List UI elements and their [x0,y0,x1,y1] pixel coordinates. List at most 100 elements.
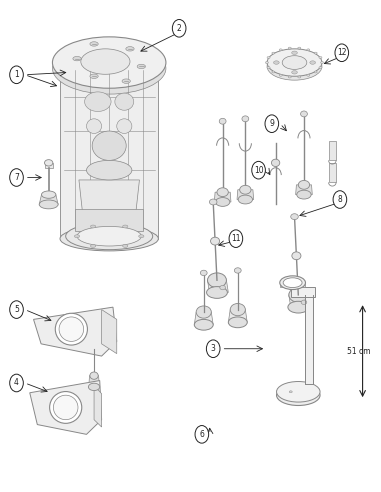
Circle shape [10,66,23,84]
Ellipse shape [208,273,226,288]
Ellipse shape [59,317,84,341]
Ellipse shape [196,306,211,318]
Text: 8: 8 [338,195,342,204]
Ellipse shape [216,198,230,206]
Text: 5: 5 [14,305,19,314]
Ellipse shape [289,391,292,393]
Polygon shape [194,312,213,325]
Ellipse shape [297,190,311,199]
Ellipse shape [88,383,100,391]
Ellipse shape [81,49,130,74]
Ellipse shape [277,381,320,402]
Polygon shape [30,380,102,434]
Ellipse shape [66,223,153,249]
Ellipse shape [45,159,53,166]
Ellipse shape [137,64,146,69]
Ellipse shape [267,57,270,59]
Ellipse shape [123,245,128,247]
Ellipse shape [73,57,81,61]
Ellipse shape [266,62,268,63]
Text: 6: 6 [199,430,204,439]
Circle shape [10,301,23,318]
Polygon shape [228,309,247,322]
Ellipse shape [274,61,279,64]
Text: 1: 1 [14,70,19,79]
Ellipse shape [310,61,315,64]
Circle shape [10,169,23,186]
Text: 9: 9 [269,119,274,128]
Ellipse shape [277,385,320,405]
Ellipse shape [217,188,228,197]
Circle shape [252,161,266,179]
Ellipse shape [55,313,87,345]
Ellipse shape [211,237,219,245]
Ellipse shape [123,225,128,228]
Ellipse shape [90,42,98,46]
Ellipse shape [292,51,297,55]
Ellipse shape [234,268,241,273]
Polygon shape [45,163,53,168]
Ellipse shape [314,71,317,73]
Ellipse shape [86,160,132,180]
Ellipse shape [139,235,144,238]
Ellipse shape [39,200,58,209]
Ellipse shape [60,226,158,251]
Circle shape [195,426,209,443]
Ellipse shape [238,195,253,204]
Ellipse shape [280,276,306,289]
Polygon shape [305,295,313,384]
Ellipse shape [291,214,298,219]
Ellipse shape [220,285,226,290]
Ellipse shape [230,304,245,316]
Text: 51 cm: 51 cm [347,347,371,356]
Ellipse shape [92,131,126,160]
Polygon shape [237,190,254,200]
Ellipse shape [272,71,275,73]
Ellipse shape [267,66,270,68]
Ellipse shape [90,74,98,78]
Ellipse shape [272,52,275,54]
Ellipse shape [90,225,96,228]
Polygon shape [89,376,99,387]
Ellipse shape [267,53,322,80]
Circle shape [265,115,279,132]
Ellipse shape [122,79,130,83]
Ellipse shape [242,116,249,122]
Polygon shape [208,280,228,292]
Polygon shape [289,295,310,307]
Ellipse shape [86,119,102,133]
Ellipse shape [288,301,309,313]
Ellipse shape [288,76,291,78]
Polygon shape [75,209,143,231]
Polygon shape [34,307,117,356]
Ellipse shape [320,62,323,63]
Ellipse shape [53,395,78,420]
Ellipse shape [117,119,132,133]
Polygon shape [296,185,312,195]
Circle shape [10,374,23,392]
Ellipse shape [228,317,247,328]
Ellipse shape [301,300,307,305]
Ellipse shape [240,185,251,194]
Ellipse shape [77,226,141,246]
Ellipse shape [267,49,322,76]
Ellipse shape [298,181,310,189]
Polygon shape [79,180,139,214]
Ellipse shape [292,71,297,74]
Ellipse shape [115,93,134,110]
Ellipse shape [53,37,166,88]
Circle shape [172,20,186,37]
Circle shape [229,230,243,247]
Ellipse shape [307,49,310,51]
Ellipse shape [200,270,207,276]
Circle shape [333,191,347,208]
Polygon shape [328,141,336,160]
Text: 12: 12 [337,48,347,57]
Ellipse shape [207,287,227,298]
Ellipse shape [271,159,280,166]
Ellipse shape [90,372,98,379]
Ellipse shape [298,47,301,49]
Ellipse shape [298,76,301,78]
Text: 11: 11 [231,234,241,243]
Ellipse shape [126,47,134,51]
